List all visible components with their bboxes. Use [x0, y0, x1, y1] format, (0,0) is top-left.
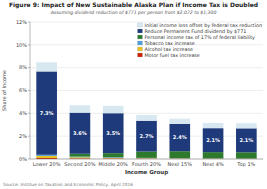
y-tick-label: 10%	[16, 42, 27, 48]
bar-segment	[236, 128, 257, 152]
bar-segment	[169, 151, 190, 158]
data-label: 3.5%	[106, 130, 120, 136]
y-tick-label: 2%	[19, 133, 27, 139]
x-tick-label: Next 15%	[168, 161, 193, 167]
legend-label: Tobacco tax increase	[143, 41, 194, 46]
bar-segment	[136, 121, 157, 152]
grid-line	[30, 67, 263, 68]
data-label: 2.1%	[206, 137, 220, 143]
x-tick-label: Top 1%	[236, 161, 255, 168]
bar-segment	[36, 156, 57, 158]
bar-segment	[36, 62, 57, 71]
legend-swatch	[137, 23, 142, 27]
subtitle: Assuming dividend reduction of $771 per …	[50, 10, 217, 15]
y-axis	[30, 22, 31, 159]
x-tick-label: Lower 20%	[33, 161, 61, 167]
bar-segment	[136, 115, 157, 121]
data-label: 2.1%	[239, 137, 253, 143]
bar-segment	[236, 123, 257, 128]
y-tick-label: 4%	[19, 110, 27, 116]
bar-segment	[70, 154, 91, 157]
bar-segment	[103, 157, 124, 159]
legend-swatch	[137, 47, 142, 51]
bar-segment	[236, 152, 257, 158]
y-tick-label: 6%	[19, 87, 27, 93]
bar-segment	[103, 106, 124, 113]
bar-segment	[36, 155, 57, 156]
legend-swatch	[137, 41, 142, 45]
source-note: Source: Institue on Taxation and Economi…	[3, 182, 133, 187]
legend-label: Alcohol tax increase	[144, 47, 192, 52]
bars	[36, 62, 256, 159]
legend-label: Reduce Permanent Fund dividend by $771	[144, 29, 246, 34]
x-tick-label: Second 20%	[64, 161, 95, 167]
legend-label: Initial income loss offset by federal ta…	[144, 23, 262, 28]
bar-segment	[103, 113, 124, 153]
legend-label: Motor fuel tax increase	[144, 53, 199, 58]
grid-line	[30, 159, 263, 160]
grid-line	[30, 90, 263, 91]
bar-segment	[203, 123, 224, 128]
data-label: 2.7%	[140, 133, 154, 139]
bar-segment	[169, 124, 190, 151]
y-axis-label: Share of Income	[1, 70, 7, 111]
grid-line	[30, 113, 263, 114]
legend-label: Personal income tax of 17% of federal li…	[144, 35, 255, 40]
y-tick-label: 0%	[19, 156, 27, 162]
data-label: 2.4%	[173, 134, 187, 140]
y-tick-label: 8%	[19, 64, 27, 70]
legend-swatch	[137, 35, 142, 39]
bar-segment	[136, 152, 157, 158]
chart: Figure 9: Impact of New Sustainable Alas…	[0, 0, 267, 189]
legend-swatch	[137, 53, 142, 57]
data-label: 3.6%	[73, 130, 87, 136]
x-tick-label: Next 4%	[202, 161, 223, 167]
bar-segment	[70, 113, 91, 154]
x-tick-label: Fourth 20%	[132, 161, 161, 167]
x-axis-label: Income Group	[125, 169, 168, 176]
title: Figure 9: Impact of New Sustainable Alas…	[9, 1, 258, 9]
bar-segment	[203, 128, 224, 152]
bar-segment	[169, 119, 190, 124]
bar-segment	[203, 152, 224, 158]
bar-segment	[103, 153, 124, 157]
bar-segment	[36, 71, 57, 154]
y-tick-label: 12%	[16, 19, 27, 25]
legend-swatch	[137, 29, 142, 33]
bar-segment	[70, 157, 91, 158]
bar-segment	[70, 105, 91, 112]
data-label: 7.3%	[40, 110, 54, 116]
legend: Initial income loss offset by federal ta…	[137, 23, 262, 58]
x-tick-label: Middle 20%	[99, 161, 128, 167]
x-axis	[30, 159, 263, 160]
